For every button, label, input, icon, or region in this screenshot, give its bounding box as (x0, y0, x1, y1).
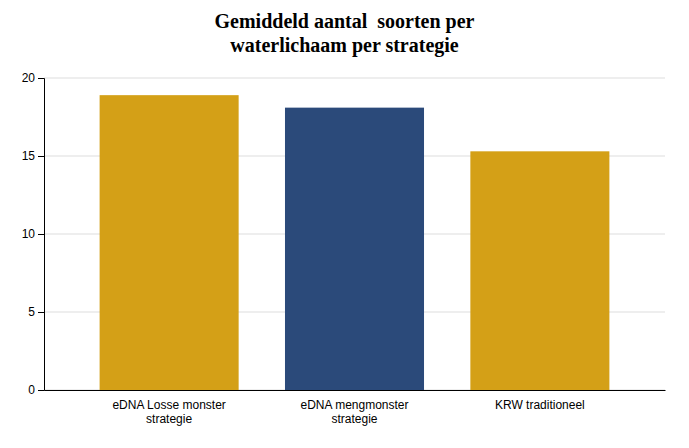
grid-line (44, 78, 665, 79)
y-tick-label: 10 (22, 227, 36, 241)
y-tick-mark (38, 390, 44, 391)
y-tick-label: 5 (28, 305, 35, 319)
chart: Gemiddeld aantal soorten perwaterlichaam… (0, 0, 689, 448)
y-tick-label: 20 (22, 71, 36, 85)
y-tick: 15 (22, 149, 44, 163)
bar (470, 151, 609, 390)
x-axis-line (45, 390, 666, 391)
x-tick: eDNA mengmonsterstrategie (300, 398, 408, 426)
bar (285, 108, 424, 390)
x-tick: KRW traditioneel (495, 398, 585, 412)
y-tick-mark (38, 156, 44, 157)
y-tick-mark (38, 78, 44, 79)
y-tick-label: 0 (28, 383, 35, 397)
y-tick: 20 (22, 71, 44, 85)
y-tick: 0 (28, 383, 44, 397)
x-tick-label: KRW traditioneel (495, 398, 585, 412)
bar (100, 95, 239, 390)
y-tick-label: 15 (22, 149, 36, 163)
chart-container: Gemiddeld aantal soorten perwaterlichaam… (0, 0, 689, 448)
x-tick: eDNA Losse monsterstrategie (112, 398, 225, 426)
plot: 05101520eDNA Losse monsterstrategieeDNA … (22, 71, 666, 426)
y-tick: 5 (28, 305, 44, 319)
y-tick: 10 (22, 227, 44, 241)
y-tick-mark (38, 234, 44, 235)
y-axis: 0 5 10 15 20 (22, 71, 45, 397)
bars (100, 95, 610, 390)
x-tick-label: eDNA Losse monsterstrategie (112, 398, 225, 426)
y-tick-mark (38, 312, 44, 313)
grid (44, 78, 665, 390)
title: Gemiddeld aantal soorten perwaterlichaam… (215, 10, 475, 57)
x-axis: eDNA Losse monsterstrategie eDNA mengmons… (45, 391, 666, 426)
x-tick-label: eDNA mengmonsterstrategie (300, 398, 408, 426)
y-axis-line (38, 79, 45, 391)
